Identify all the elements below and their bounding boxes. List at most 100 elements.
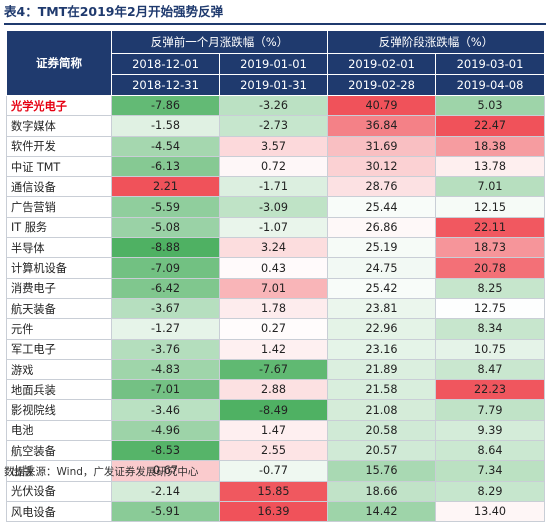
security-name-cell: 软件开发 <box>6 135 112 157</box>
table-row: 地面兵装 -7.01 2.88 21.58 22.23 <box>6 379 545 401</box>
value-cell: 0.43 <box>219 257 328 279</box>
table-row: 风电设备 -5.91 16.39 14.42 13.40 <box>6 500 545 522</box>
table-row: 中证 TMT -6.13 0.72 30.12 13.78 <box>6 155 545 178</box>
value-cell: 1.42 <box>219 338 328 360</box>
header-col3-end: 2019-02-28 <box>327 74 436 96</box>
security-name-cell: 光学光电子 <box>6 94 112 117</box>
value-cell: -1.07 <box>219 216 328 239</box>
header-col4-end: 2019-04-08 <box>435 74 545 96</box>
value-cell: 0.27 <box>219 318 328 340</box>
value-cell: -6.42 <box>111 277 220 299</box>
value-cell: 14.42 <box>327 500 436 522</box>
value-cell: 21.58 <box>327 379 436 401</box>
security-name-cell: 半导体 <box>6 237 112 259</box>
table-row: 航天装备 -3.67 1.78 23.81 12.75 <box>6 297 545 320</box>
value-cell: -2.73 <box>219 115 328 137</box>
table-row: 软件开发 -4.54 3.57 31.69 18.38 <box>6 135 545 157</box>
table-row: 数字媒体 -1.58 -2.73 36.84 22.47 <box>6 115 545 137</box>
value-cell: -0.77 <box>219 460 328 482</box>
value-cell: -3.76 <box>111 338 220 360</box>
value-cell: 13.40 <box>435 500 545 522</box>
value-cell: -4.54 <box>111 135 220 157</box>
value-cell: 0.67 <box>111 460 220 482</box>
value-cell: 18.38 <box>435 135 545 157</box>
value-cell: 0.72 <box>219 155 328 178</box>
value-cell: -3.67 <box>111 297 220 320</box>
table-row: 半导体 -8.88 3.24 25.19 18.73 <box>6 237 545 259</box>
value-cell: -1.58 <box>111 115 220 137</box>
value-cell: 18.66 <box>327 480 436 502</box>
security-name-cell: 出版 <box>6 460 112 482</box>
value-cell: 16.39 <box>219 500 328 522</box>
table-row: 元件 -1.27 0.27 22.96 8.34 <box>6 318 545 340</box>
value-cell: -8.88 <box>111 237 220 259</box>
security-name-cell: 影视院线 <box>6 399 112 421</box>
value-cell: -7.01 <box>111 379 220 401</box>
security-name-cell: 地面兵装 <box>6 379 112 401</box>
table-row: 军工电子 -3.76 1.42 23.16 10.75 <box>6 338 545 360</box>
value-cell: -5.08 <box>111 216 220 239</box>
performance-table: 证券简称 反弹前一个月涨跌幅（%） 反弹阶段涨跌幅（%） 2018-12-01 … <box>6 30 545 522</box>
value-cell: 28.76 <box>327 176 436 198</box>
value-cell: -3.09 <box>219 196 328 218</box>
value-cell: 12.15 <box>435 196 545 218</box>
value-cell: 25.19 <box>327 237 436 259</box>
value-cell: 20.57 <box>327 440 436 462</box>
table-row: 游戏 -4.83 -7.67 21.89 8.47 <box>6 358 545 381</box>
value-cell: 1.47 <box>219 419 328 442</box>
value-cell: -4.96 <box>111 419 220 442</box>
value-cell: 3.24 <box>219 237 328 259</box>
value-cell: 9.39 <box>435 419 545 442</box>
value-cell: 21.08 <box>327 399 436 421</box>
value-cell: 21.89 <box>327 358 436 381</box>
value-cell: 20.58 <box>327 419 436 442</box>
security-name-cell: 风电设备 <box>6 500 112 522</box>
header-col3-start: 2019-02-01 <box>327 53 436 75</box>
value-cell: 22.47 <box>435 115 545 137</box>
value-cell: 7.01 <box>435 176 545 198</box>
value-cell: 2.55 <box>219 440 328 462</box>
value-cell: -1.27 <box>111 318 220 340</box>
value-cell: 22.23 <box>435 379 545 401</box>
value-cell: -2.14 <box>111 480 220 502</box>
value-cell: 18.73 <box>435 237 545 259</box>
value-cell: 8.64 <box>435 440 545 462</box>
security-name-cell: 游戏 <box>6 358 112 381</box>
security-name-cell: 数字媒体 <box>6 115 112 137</box>
security-name-cell: 广告营销 <box>6 196 112 218</box>
security-name-cell: 航天装备 <box>6 297 112 320</box>
value-cell: 31.69 <box>327 135 436 157</box>
table-row: 电池 -4.96 1.47 20.58 9.39 <box>6 419 545 442</box>
header-col2-start: 2019-01-01 <box>219 53 328 75</box>
value-cell: -6.13 <box>111 155 220 178</box>
table-row: 出版 0.67 -0.77 15.76 7.34 <box>6 460 545 482</box>
value-cell: -1.71 <box>219 176 328 198</box>
value-cell: 12.75 <box>435 297 545 320</box>
value-cell: 7.01 <box>219 277 328 299</box>
header-col2-end: 2019-01-31 <box>219 74 328 96</box>
table-row: 光学光电子 -7.86 -3.26 40.79 5.03 <box>6 94 545 117</box>
security-name-cell: 元件 <box>6 318 112 340</box>
value-cell: 15.76 <box>327 460 436 482</box>
value-cell: 15.85 <box>219 480 328 502</box>
value-cell: 25.44 <box>327 196 436 218</box>
table-row: 通信设备 2.21 -1.71 28.76 7.01 <box>6 176 545 198</box>
value-cell: -3.46 <box>111 399 220 421</box>
value-cell: 13.78 <box>435 155 545 178</box>
value-cell: 10.75 <box>435 338 545 360</box>
security-name-cell: 消费电子 <box>6 277 112 299</box>
table-row: 计算机设备 -7.09 0.43 24.75 20.78 <box>6 257 545 279</box>
value-cell: -8.53 <box>111 440 220 462</box>
value-cell: 8.47 <box>435 358 545 381</box>
security-name-cell: 电池 <box>6 419 112 442</box>
value-cell: -4.83 <box>111 358 220 381</box>
value-cell: 2.88 <box>219 379 328 401</box>
value-cell: 2.21 <box>111 176 220 198</box>
security-name-cell: 通信设备 <box>6 176 112 198</box>
value-cell: 8.29 <box>435 480 545 502</box>
value-cell: 8.34 <box>435 318 545 340</box>
table-row: 广告营销 -5.59 -3.09 25.44 12.15 <box>6 196 545 218</box>
header-col1-start: 2018-12-01 <box>111 53 220 75</box>
value-cell: 7.79 <box>435 399 545 421</box>
title-divider <box>4 23 546 25</box>
